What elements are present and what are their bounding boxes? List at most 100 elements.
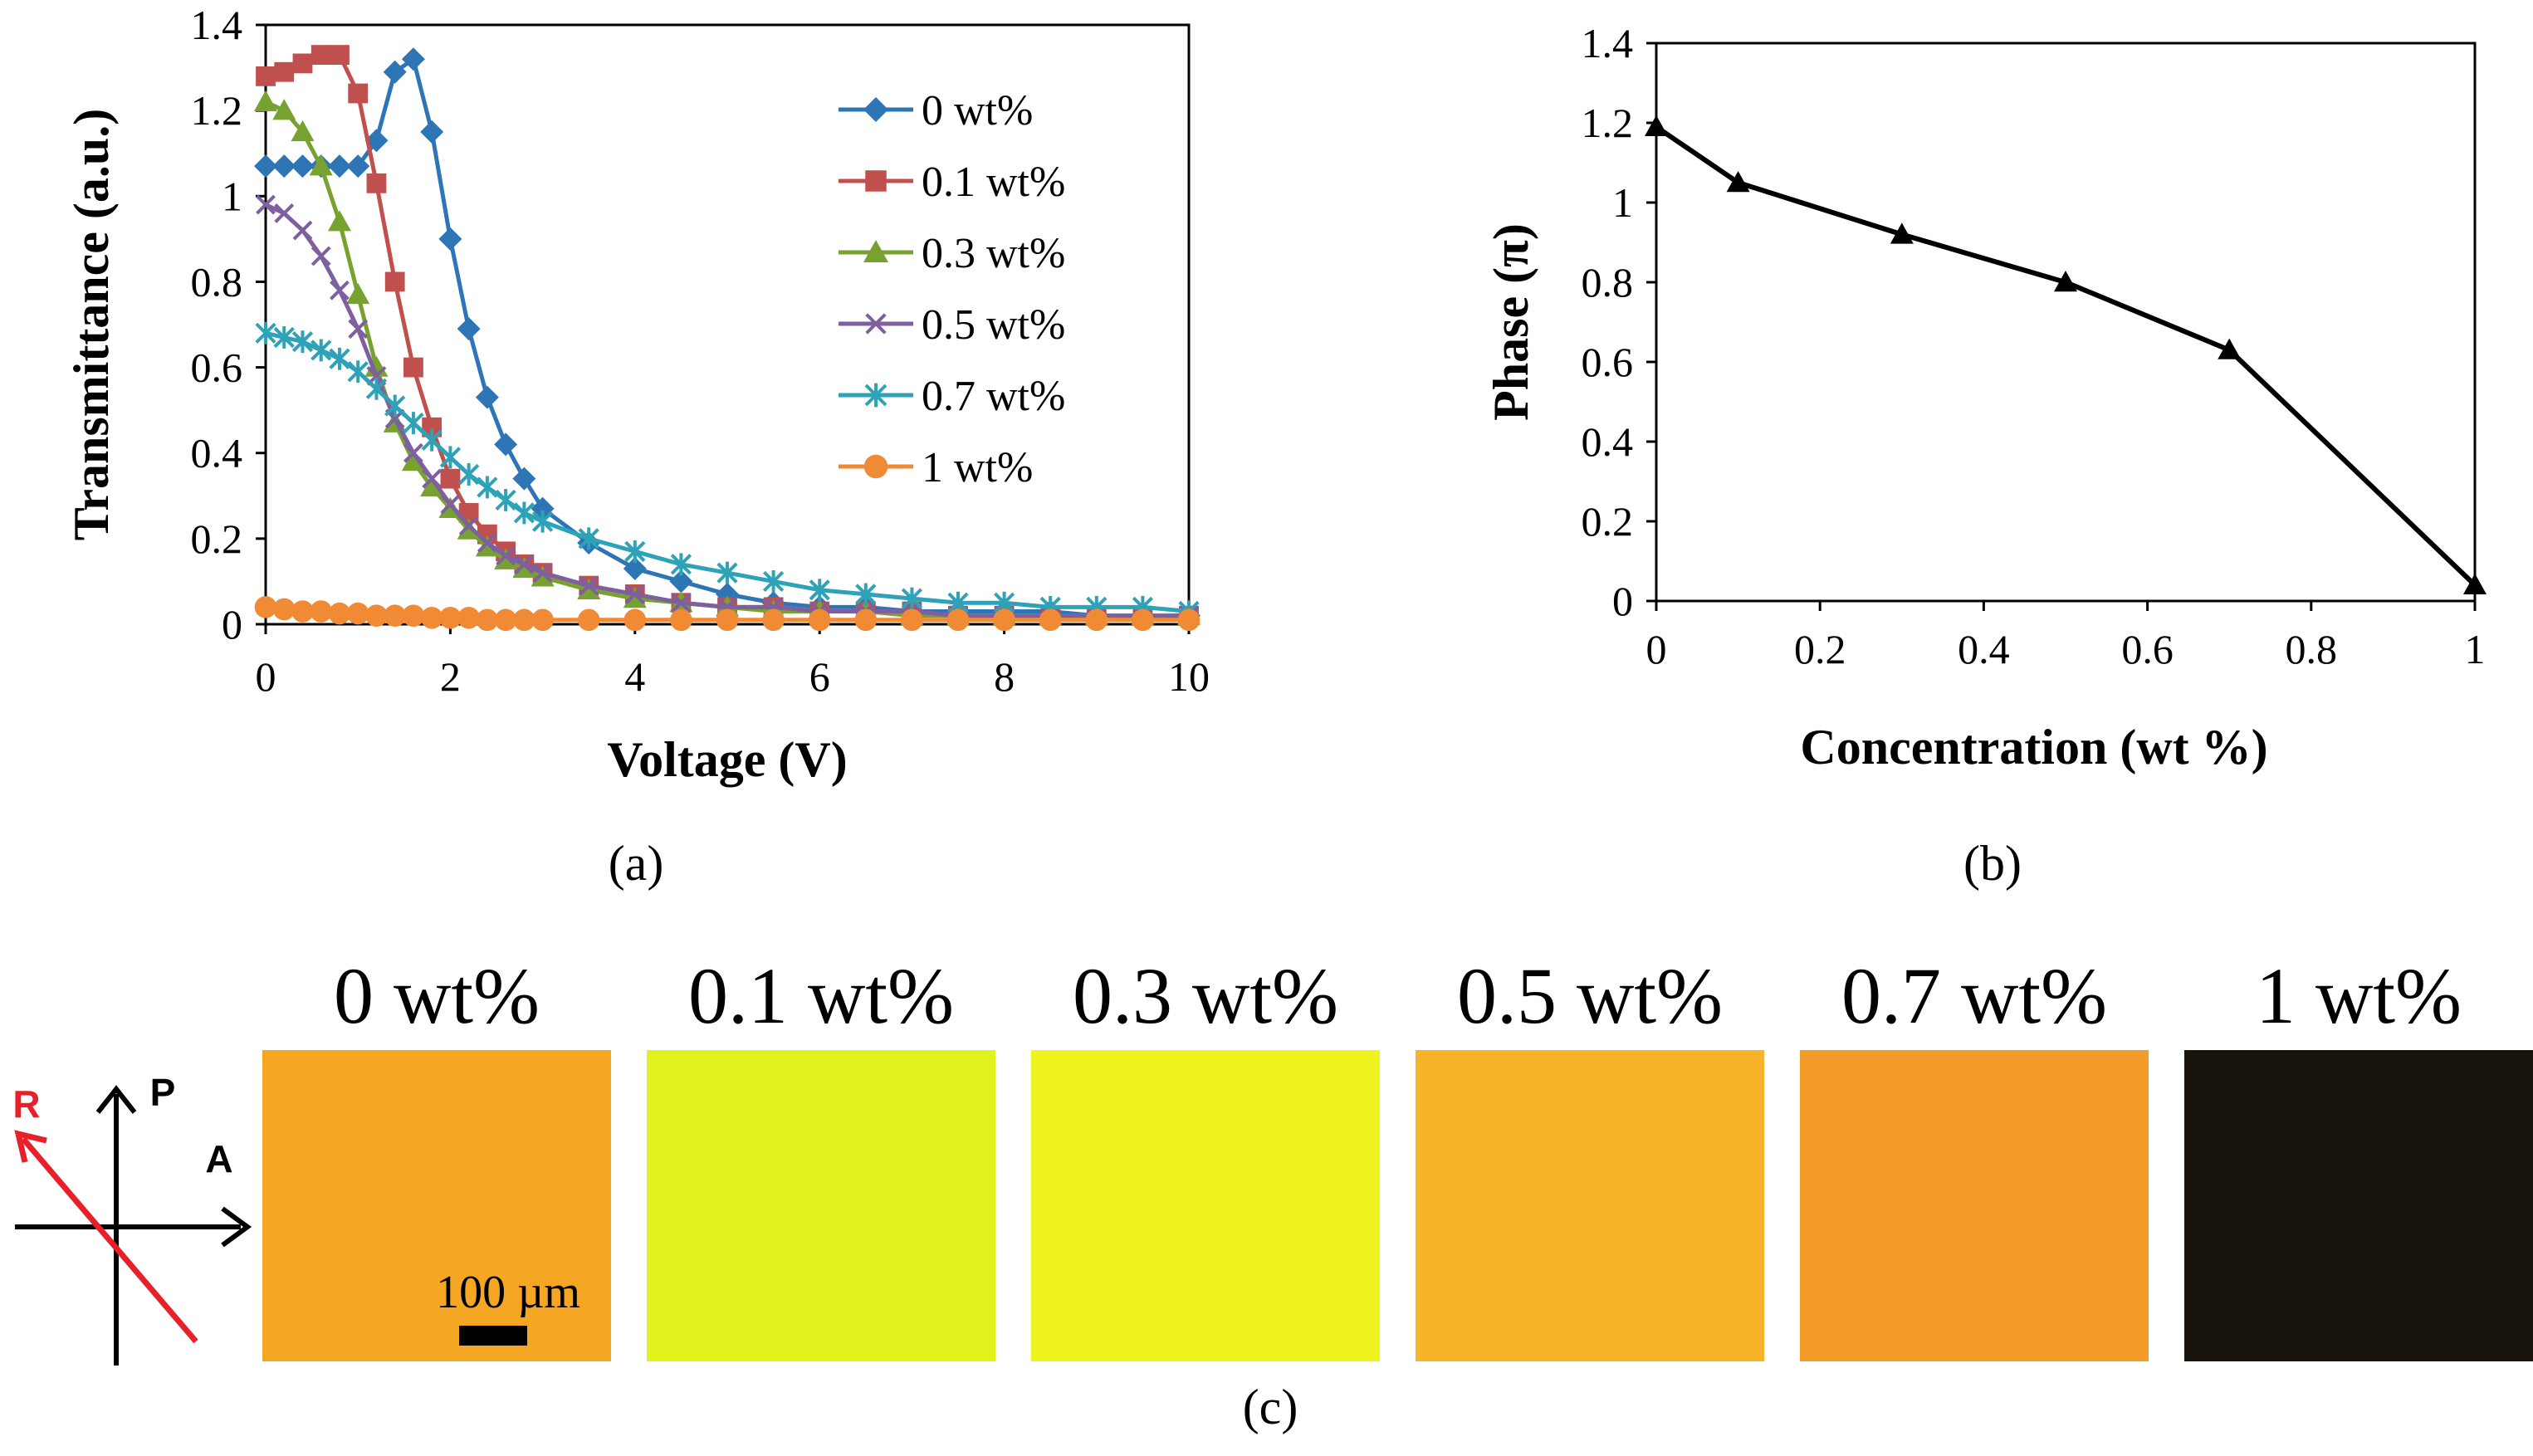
- data-point: [2463, 573, 2487, 594]
- legend-entry: 0.5 wt%: [839, 301, 1065, 349]
- data-point: [311, 246, 331, 266]
- data-point: [346, 154, 370, 178]
- micrograph-label: 0.3 wt%: [1073, 951, 1338, 1040]
- data-point: [439, 606, 462, 629]
- micrograph-tile: 0.1 wt%: [647, 951, 995, 1361]
- micrograph-label: 0.5 wt%: [1457, 951, 1723, 1040]
- data-point: [401, 47, 425, 71]
- data-point: [346, 602, 369, 625]
- data-point: [494, 548, 518, 569]
- polarizer-diagram: R P A: [12, 1071, 252, 1366]
- data-point: [477, 533, 497, 553]
- y-tick-label: 0.4: [1582, 418, 1634, 465]
- micrograph-image: [1416, 1050, 1764, 1361]
- data-point: [513, 608, 535, 632]
- data-point: [624, 540, 646, 563]
- x-tick-label: 0.8: [2286, 626, 2338, 672]
- x-tick-label: 0.6: [2121, 626, 2174, 672]
- chart-a-y-axis-title: Transmittance (a.u.): [64, 109, 119, 541]
- micrograph-label: 0.7 wt%: [1841, 951, 2107, 1040]
- data-point: [365, 604, 388, 627]
- data-point: [311, 45, 331, 65]
- data-point: [457, 606, 480, 629]
- legend-marker: [863, 97, 888, 122]
- data-point: [946, 608, 970, 632]
- series-0: [1645, 115, 2487, 594]
- data-point: [440, 468, 461, 489]
- data-point: [365, 377, 388, 400]
- data-point: [384, 394, 406, 418]
- chart-b-series: [1645, 115, 2487, 594]
- data-point: [577, 608, 600, 632]
- data-point: [1890, 222, 1914, 244]
- data-point: [762, 608, 785, 632]
- rubbing-arrowhead: [14, 1130, 47, 1163]
- data-point: [494, 432, 518, 457]
- data-point: [578, 527, 599, 550]
- data-point: [291, 330, 314, 354]
- micrograph-tile: 0.7 wt%: [1800, 951, 2149, 1361]
- legend-marker: [865, 170, 887, 192]
- legend-marker: [865, 313, 887, 335]
- chart-b: 0 0.2 0.4 0.6 0.8 1 0 0.2 0.4 0.6 0.8 1 1.2 1.4 Conce…: [1484, 20, 2487, 891]
- x-tick-label: 1: [2465, 626, 2486, 672]
- micrograph-tile: 0 wt%: [262, 951, 611, 1361]
- data-point: [808, 608, 831, 632]
- data-point: [254, 90, 277, 112]
- data-point: [327, 210, 351, 232]
- data-point: [384, 604, 406, 627]
- y-tick-label: 1.4: [1582, 20, 1634, 66]
- data-point: [1726, 171, 1750, 193]
- data-point: [329, 347, 350, 370]
- data-point: [438, 227, 462, 251]
- data-point: [531, 608, 554, 632]
- y-tick-label: 0: [222, 601, 242, 647]
- data-point: [403, 442, 423, 463]
- analyzer-arrowhead: [221, 1206, 252, 1248]
- data-point: [762, 569, 785, 593]
- legend-label: 0.1 wt%: [922, 159, 1065, 206]
- polarizer-label: P: [150, 1071, 176, 1114]
- legend-label: 0.3 wt%: [922, 230, 1065, 277]
- data-point: [384, 271, 405, 292]
- y-tick-label: 1.4: [191, 2, 243, 48]
- data-point: [439, 446, 462, 469]
- data-point: [670, 608, 692, 632]
- data-point: [272, 99, 296, 120]
- y-tick-label: 0: [1612, 578, 1633, 624]
- data-point: [440, 494, 461, 515]
- data-point: [420, 606, 443, 629]
- data-point: [532, 563, 553, 584]
- data-point: [623, 608, 647, 632]
- micrograph-tile: 0.5 wt%: [1416, 951, 1764, 1361]
- data-point: [309, 154, 333, 176]
- micrograph-label: 1 wt%: [2256, 951, 2462, 1040]
- data-point: [272, 598, 296, 621]
- micrograph-image: [647, 1050, 995, 1361]
- data-point: [348, 319, 369, 340]
- data-point: [809, 579, 830, 602]
- legend-entry: 1 wt%: [839, 444, 1033, 491]
- data-point: [1132, 608, 1154, 632]
- data-point: [993, 608, 1015, 632]
- data-point: [579, 575, 599, 596]
- chart-b-plot-frame: [1655, 42, 2477, 603]
- x-tick-label: 0: [256, 653, 276, 700]
- chart-a: 0 2 4 6 8 10 0 0.2 0.4 0.6 0.8 1 1.2 1.4 0 wt% 0.1 wt%…: [64, 2, 1210, 891]
- legend-entry: 0.7 wt%: [839, 373, 1065, 420]
- micrograph-image: [1800, 1050, 2149, 1361]
- data-point: [623, 587, 647, 608]
- chart-b-panel-label: (b): [1963, 836, 2022, 891]
- chart-b-ticks: 0 0.2 0.4 0.6 0.8 1 0 0.2 0.4 0.6 0.8 1 1.2 1.4: [1582, 20, 2486, 672]
- data-point: [420, 120, 444, 144]
- data-point: [254, 154, 277, 178]
- series-line: [1655, 125, 2477, 587]
- legend-label: 0.5 wt%: [922, 301, 1065, 349]
- data-point: [514, 554, 535, 574]
- y-tick-label: 0.2: [1582, 498, 1634, 545]
- series-4: [255, 321, 1200, 623]
- data-point: [854, 608, 878, 632]
- x-tick-label: 4: [624, 653, 645, 700]
- data-point: [1039, 608, 1062, 632]
- data-point: [402, 604, 425, 627]
